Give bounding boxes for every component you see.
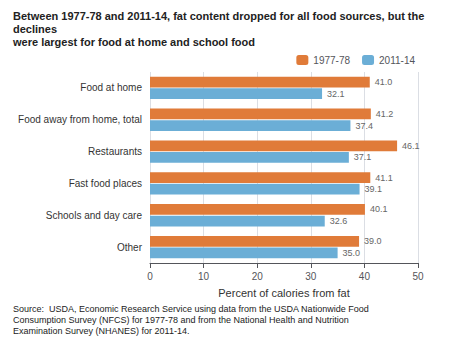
svg-text:41.0: 41.0 bbox=[375, 77, 393, 87]
svg-text:Food at home: Food at home bbox=[80, 82, 142, 93]
svg-text:32.6: 32.6 bbox=[330, 216, 348, 226]
svg-text:41.1: 41.1 bbox=[375, 173, 393, 183]
svg-text:20: 20 bbox=[252, 271, 264, 282]
svg-text:50: 50 bbox=[412, 271, 424, 282]
svg-text:Consumption Survey (NFCS) for: Consumption Survey (NFCS) for 1977-78 an… bbox=[13, 315, 349, 325]
svg-text:39.1: 39.1 bbox=[365, 184, 383, 194]
svg-text:0: 0 bbox=[147, 271, 153, 282]
svg-text:46.1: 46.1 bbox=[402, 141, 420, 151]
svg-text:40: 40 bbox=[359, 271, 371, 282]
svg-text:Examination Survey (NHANES) fo: Examination Survey (NHANES) for 2011-14. bbox=[13, 326, 189, 336]
svg-text:40.1: 40.1 bbox=[370, 204, 388, 214]
svg-text:Schools and day care: Schools and day care bbox=[46, 210, 143, 221]
svg-text:35.0: 35.0 bbox=[343, 248, 361, 258]
svg-text:32.1: 32.1 bbox=[327, 89, 345, 99]
svg-text:Percent of calories from fat: Percent of calories from fat bbox=[218, 287, 349, 299]
svg-text:Fast food places: Fast food places bbox=[69, 178, 142, 189]
svg-text:Source: USDA, Economic Resear: Source: USDA, Economic Research Service … bbox=[13, 304, 369, 314]
svg-text:41.2: 41.2 bbox=[376, 109, 394, 119]
svg-text:declines: declines bbox=[13, 23, 57, 35]
svg-text:2011-14: 2011-14 bbox=[379, 55, 415, 66]
svg-text:Restaurants: Restaurants bbox=[88, 146, 142, 157]
svg-text:were largest for food at home: were largest for food at home and school… bbox=[12, 36, 255, 48]
svg-text:Food away from home, total: Food away from home, total bbox=[18, 114, 142, 125]
svg-text:37.1: 37.1 bbox=[354, 152, 372, 162]
svg-text:Between 1977-78 and 2011-14, f: Between 1977-78 and 2011-14, fat content… bbox=[13, 10, 427, 22]
svg-text:10: 10 bbox=[198, 271, 210, 282]
svg-text:1977-78: 1977-78 bbox=[313, 55, 350, 66]
svg-text:37.4: 37.4 bbox=[355, 121, 373, 131]
svg-text:39.0: 39.0 bbox=[364, 236, 382, 246]
svg-text:30: 30 bbox=[305, 271, 317, 282]
svg-text:Other: Other bbox=[117, 242, 143, 253]
